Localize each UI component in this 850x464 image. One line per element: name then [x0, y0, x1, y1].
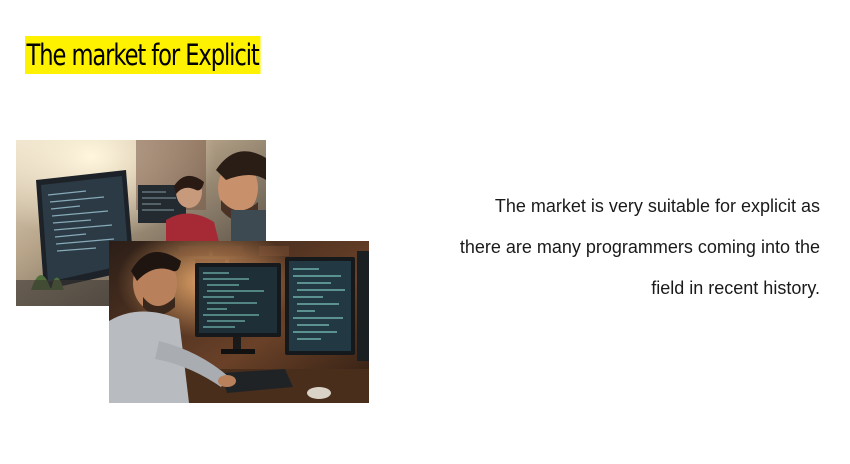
slide-title: The market for Explicit	[25, 36, 261, 74]
body-line-2: there are many programmers coming into t…	[459, 237, 820, 257]
body-line-1: The market is very suitable for explicit…	[494, 196, 820, 216]
programmer-monitors-photo	[109, 241, 369, 403]
body-paragraph: The market is very suitable for explicit…	[410, 186, 820, 309]
body-line-3: field in recent history.	[651, 278, 820, 298]
